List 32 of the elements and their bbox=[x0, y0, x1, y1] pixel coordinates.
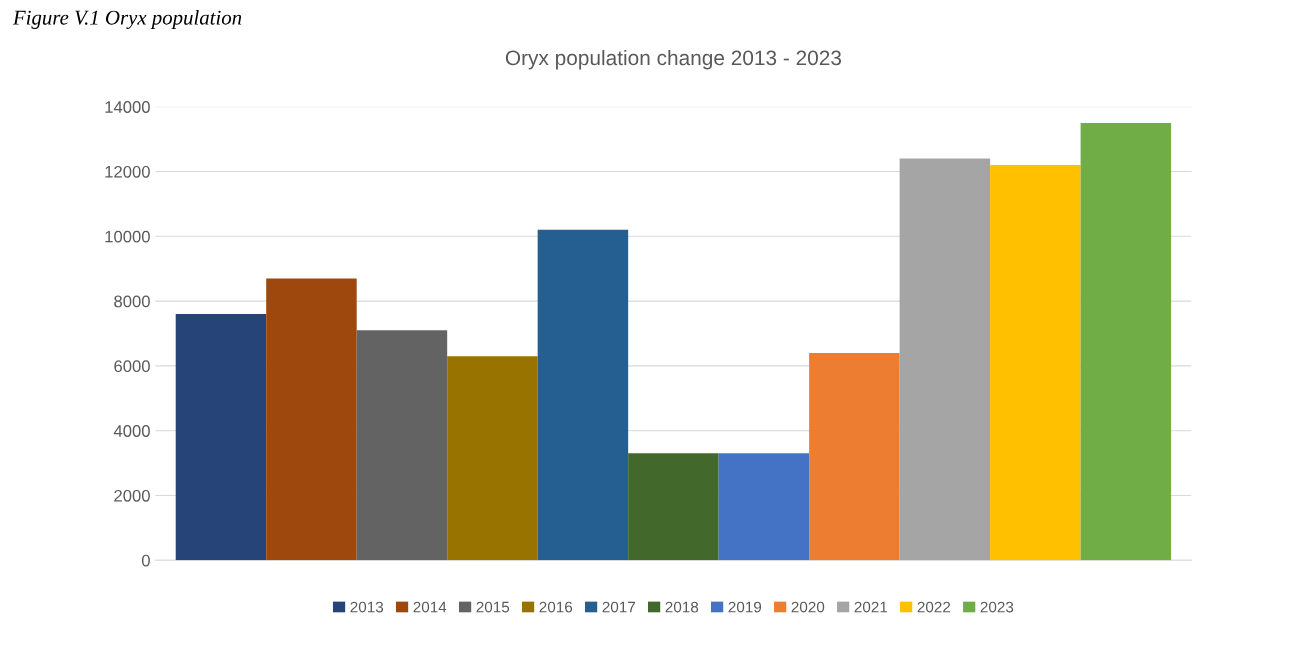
bar bbox=[537, 229, 629, 561]
legend-label: 2018 bbox=[665, 601, 699, 613]
legend-label: 2015 bbox=[476, 601, 510, 613]
bar bbox=[1080, 122, 1172, 561]
bar bbox=[356, 330, 448, 561]
y-tick-label: 2000 bbox=[114, 489, 150, 502]
legend-label: 2014 bbox=[413, 601, 447, 613]
y-tick-label: 4000 bbox=[113, 425, 150, 437]
y-tick-label: 10000 bbox=[105, 230, 150, 243]
legend-label: 2021 bbox=[854, 601, 888, 613]
bar bbox=[990, 165, 1081, 561]
bar bbox=[899, 158, 991, 561]
bar bbox=[718, 453, 810, 561]
legend-label: 2019 bbox=[728, 601, 762, 613]
y-tick-label: 0 bbox=[141, 554, 150, 567]
bar bbox=[175, 314, 267, 561]
y-tick-label: 14000 bbox=[105, 101, 150, 113]
legend-label: 2017 bbox=[602, 601, 636, 613]
chart-title: Oryx population change 2013 - 2023 bbox=[505, 49, 842, 70]
legend-label: 2013 bbox=[350, 601, 384, 613]
legend-label: 2023 bbox=[980, 601, 1014, 613]
text: Figure V.1 Oryx population bbox=[12, 10, 242, 29]
bar bbox=[628, 453, 719, 561]
y-tick-label: 8000 bbox=[114, 295, 150, 308]
legend-label: 2016 bbox=[539, 601, 573, 613]
legend-label: 2022 bbox=[917, 601, 951, 613]
y-tick-label: 6000 bbox=[114, 360, 150, 373]
y-tick-label: 12000 bbox=[105, 165, 150, 178]
bar bbox=[266, 278, 357, 561]
bar bbox=[809, 352, 900, 561]
bar bbox=[447, 356, 538, 561]
legend-label: 2020 bbox=[791, 601, 825, 613]
